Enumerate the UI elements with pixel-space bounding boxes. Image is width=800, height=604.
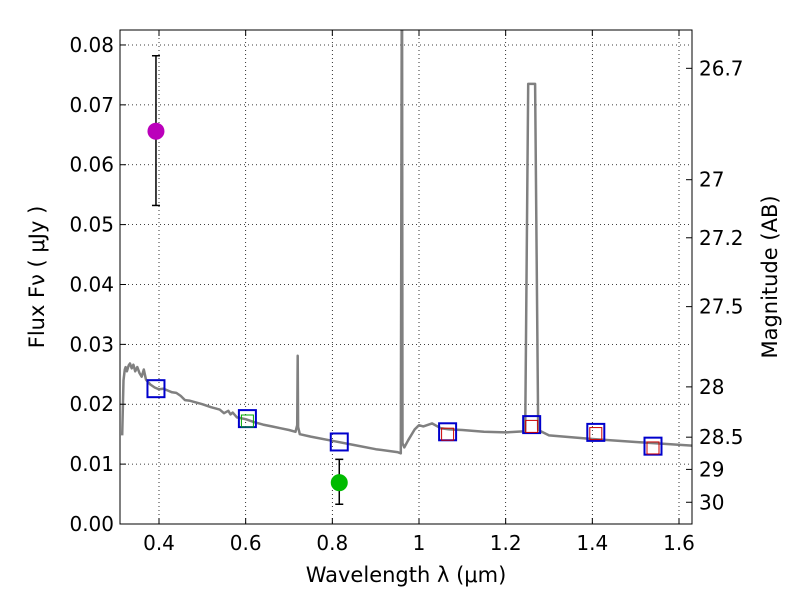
x-tick-label: 0.8 (316, 531, 348, 555)
observed-photometry-marker (646, 441, 660, 455)
x-axis-label: Wavelength λ (μm) (306, 563, 507, 587)
x-tick-label: 1.4 (576, 531, 608, 555)
detection-point (147, 122, 165, 140)
plot-frame (119, 29, 693, 525)
y-tick-label: 0.08 (69, 33, 114, 57)
y-tick-label: 0.05 (69, 213, 114, 237)
y-tick-label: 0.01 (69, 452, 114, 476)
sed-model-line (120, 30, 692, 455)
y-tick-label: 0.04 (69, 272, 114, 296)
observed-photometry-marker (589, 427, 603, 441)
x-tick-label: 1.6 (663, 531, 695, 555)
x-tick-label: 1 (413, 531, 426, 555)
y2-tick-label: 30 (699, 490, 724, 514)
y-tick-label: 0.00 (69, 512, 114, 536)
model-photometry-marker (329, 432, 349, 452)
detection-point (330, 474, 348, 492)
observed-photometry-marker (441, 427, 455, 441)
y2-tick-label: 27 (699, 168, 724, 192)
grid-layer (120, 30, 692, 525)
series-group (120, 30, 692, 505)
y2-axis-label: Magnitude (AB) (758, 195, 782, 358)
observed-photometry-marker (525, 419, 539, 433)
y-tick-label: 0.07 (69, 93, 114, 117)
y2-tick-label: 27.2 (699, 226, 744, 250)
y-tick-label: 0.02 (69, 392, 114, 416)
y-axis-label: Flux Fν ( μJy ) (25, 206, 49, 349)
model-photometry-marker (146, 379, 166, 399)
model-photometry-marker (586, 422, 606, 442)
y2-tick-label: 27.5 (699, 295, 744, 319)
y2-tick-label: 26.7 (699, 56, 744, 80)
ticks-layer: 0.4 0.6 0.8 1 1.2 1.4 1.6 0.00 0.01 0.02 0.03 0.04 0… (69, 30, 744, 555)
y2-tick-label: 29 (699, 457, 724, 481)
observed-photometry-marker (240, 414, 254, 428)
series-layer (120, 30, 692, 505)
x-tick-label: 0.6 (230, 531, 262, 555)
y-tick-label: 0.03 (69, 332, 114, 356)
y-tick-label: 0.06 (69, 153, 114, 177)
y2-tick-label: 28 (699, 375, 724, 399)
model-photometry-marker (522, 415, 542, 435)
y2-tick-label: 28.5 (699, 425, 744, 449)
x-tick-label: 1.2 (490, 531, 522, 555)
x-tick-label: 0.4 (143, 531, 175, 555)
model-photometry-marker (643, 436, 663, 456)
